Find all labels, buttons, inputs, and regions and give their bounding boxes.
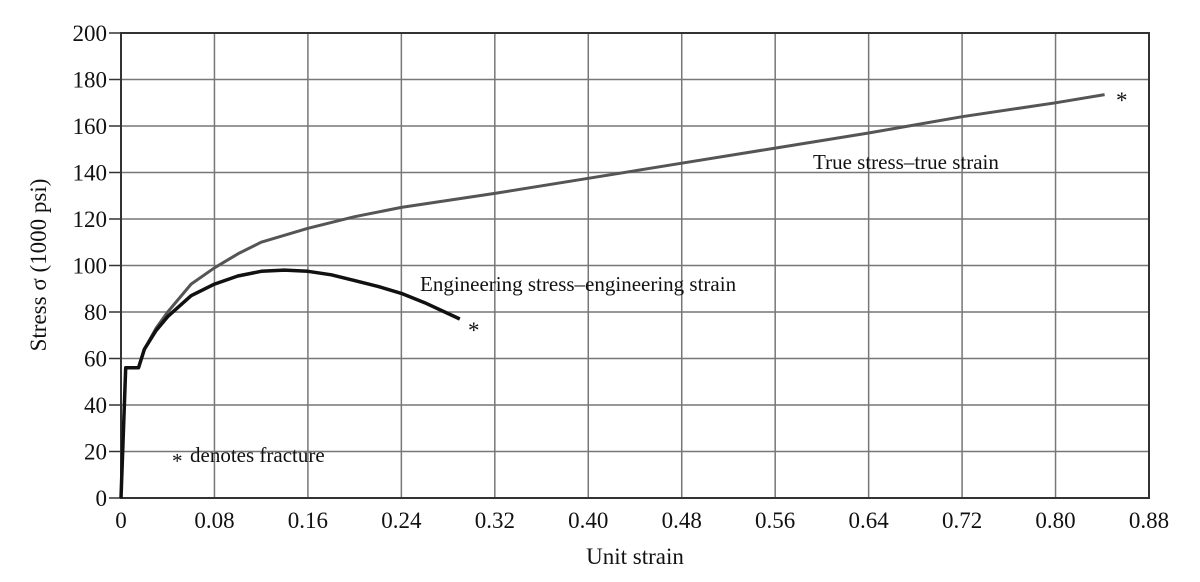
y-axis-label: Stress σ (1000 psi) xyxy=(26,179,51,352)
y-tick-label: 80 xyxy=(84,300,107,325)
series-label-engineering: Engineering stress–engineering strain xyxy=(420,272,737,296)
x-tick-label: 0.24 xyxy=(381,508,422,533)
fracture-marker-engineering: * xyxy=(468,318,480,343)
x-tick-label: 0.08 xyxy=(194,508,234,533)
x-tick-label: 0.80 xyxy=(1035,508,1075,533)
x-tick-label: 0.64 xyxy=(849,508,890,533)
fracture-note-marker: * xyxy=(172,449,183,473)
y-tick-label: 100 xyxy=(73,254,108,279)
series-label-true: True stress–true strain xyxy=(813,150,999,174)
y-tick-label: 120 xyxy=(73,207,108,232)
y-tick-label: 60 xyxy=(84,347,107,372)
y-tick-label: 200 xyxy=(73,21,108,46)
series-line-engineering xyxy=(119,268,461,499)
y-tick-label: 0 xyxy=(96,486,108,511)
y-tick-label: 180 xyxy=(73,68,108,93)
tick-labels: 0 0.08 0.16 0.24 0.32 0.40 0.48 0.56 0.64 0.72 0.8… xyxy=(73,21,1170,533)
y-tick-label: 160 xyxy=(73,114,108,139)
x-axis-label: Unit strain xyxy=(586,544,684,569)
x-tick-label: 0.56 xyxy=(755,508,795,533)
y-tick-label: 40 xyxy=(84,393,107,418)
x-tick-label: 0 xyxy=(115,508,127,533)
fracture-marker-true: * xyxy=(1116,88,1128,113)
x-tick-label: 0.16 xyxy=(288,508,328,533)
x-tick-label: 0.32 xyxy=(475,508,515,533)
y-tick-label: 140 xyxy=(73,161,108,186)
y-tick-label: 20 xyxy=(84,440,107,465)
series-line-true xyxy=(137,93,1105,369)
x-tick-label: 0.40 xyxy=(568,508,608,533)
x-tick-label: 0.88 xyxy=(1129,508,1169,533)
series-lines xyxy=(119,93,1105,499)
x-tick-label: 0.72 xyxy=(942,508,982,533)
x-tick-label: 0.48 xyxy=(662,508,702,533)
fracture-note: denotes fracture xyxy=(190,443,325,467)
plot-frame xyxy=(120,32,1150,499)
grid xyxy=(109,32,1150,499)
